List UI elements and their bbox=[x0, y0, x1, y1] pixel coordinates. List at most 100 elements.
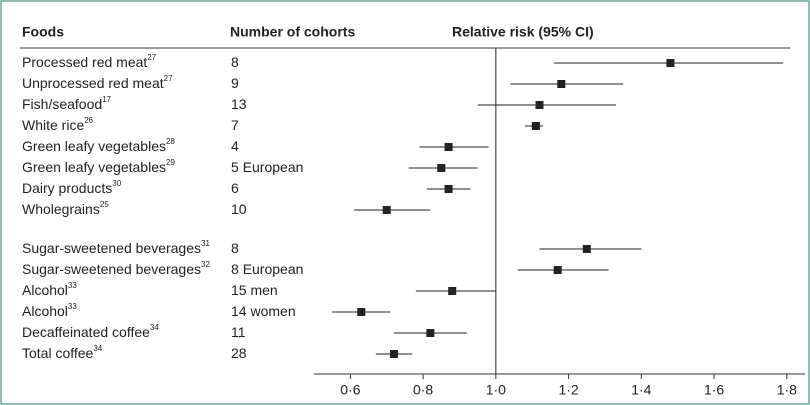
food-label: Alcohol33 bbox=[22, 302, 77, 319]
header-cohorts: Number of cohorts bbox=[230, 24, 355, 40]
point-estimate bbox=[535, 101, 544, 109]
food-label: Processed red meat27 bbox=[22, 53, 157, 70]
food-label: Total coffee34 bbox=[22, 344, 103, 361]
food-name: Total coffee bbox=[22, 345, 94, 361]
cohort-note: European bbox=[243, 159, 304, 175]
x-tick-label: 1·8 bbox=[777, 382, 797, 398]
cohort-note: women bbox=[249, 303, 295, 319]
food-label: Green leafy vegetables29 bbox=[22, 158, 175, 175]
cohort-label: 8 bbox=[231, 240, 239, 256]
food-label: Wholegrains25 bbox=[22, 200, 109, 217]
cohort-note: men bbox=[250, 282, 277, 298]
food-label: Dairy products30 bbox=[22, 179, 122, 196]
reference-number: 30 bbox=[112, 179, 121, 188]
point-estimate bbox=[382, 206, 391, 214]
x-tick-label: 1·2 bbox=[558, 382, 578, 398]
cohort-count: 13 bbox=[231, 96, 247, 112]
food-name: Fish/seafood bbox=[22, 96, 102, 112]
point-estimate bbox=[582, 245, 591, 253]
cohort-label: 11 bbox=[231, 324, 246, 340]
point-estimate bbox=[444, 185, 453, 193]
x-tick-label: 1·6 bbox=[704, 382, 724, 398]
food-name: Wholegrains bbox=[22, 201, 100, 217]
reference-number: 17 bbox=[102, 95, 111, 104]
cohort-count: 28 bbox=[231, 345, 247, 361]
cohort-count: 4 bbox=[231, 138, 239, 154]
food-label: Alcohol33 bbox=[22, 281, 77, 298]
cohort-count: 11 bbox=[231, 324, 246, 340]
x-tick-label: 0·8 bbox=[413, 382, 433, 398]
food-name: Dairy products bbox=[22, 180, 112, 196]
cohort-count: 7 bbox=[231, 117, 239, 133]
cohort-count: 6 bbox=[231, 180, 239, 196]
cohort-label: 28 bbox=[231, 345, 247, 361]
reference-number: 27 bbox=[147, 53, 156, 62]
point-estimate bbox=[437, 164, 446, 172]
food-label: Sugar-sweetened beverages32 bbox=[22, 260, 210, 277]
cohort-count: 8 bbox=[231, 54, 239, 70]
cohort-label: 4 bbox=[231, 138, 239, 154]
reference-number: 34 bbox=[93, 344, 102, 353]
x-tick-label: 1·0 bbox=[486, 382, 506, 398]
food-label: Green leafy vegetables28 bbox=[22, 137, 175, 154]
cohort-label: 15 men bbox=[231, 282, 278, 298]
reference-number: 32 bbox=[201, 260, 210, 269]
cohort-count: 8 bbox=[231, 240, 239, 256]
food-name: Alcohol bbox=[22, 282, 68, 298]
cohort-label: 14 women bbox=[231, 303, 296, 319]
food-label: Decaffeinated coffee34 bbox=[22, 323, 159, 340]
point-estimate bbox=[557, 80, 566, 88]
point-estimate bbox=[531, 122, 540, 130]
reference-number: 28 bbox=[166, 137, 175, 146]
header-rr: Relative risk (95% CI) bbox=[452, 24, 594, 40]
cohort-count: 10 bbox=[231, 201, 247, 217]
food-name: Alcohol bbox=[22, 303, 68, 319]
cohort-count: 15 bbox=[231, 282, 247, 298]
point-estimate bbox=[357, 308, 366, 316]
cohort-label: 5 European bbox=[231, 159, 303, 175]
cohort-count: 8 bbox=[231, 261, 239, 277]
food-label: White rice26 bbox=[22, 116, 94, 133]
cohort-label: 8 bbox=[231, 54, 239, 70]
point-estimate bbox=[448, 287, 457, 295]
food-label: Sugar-sweetened beverages31 bbox=[22, 239, 210, 256]
cohort-count: 9 bbox=[231, 75, 239, 91]
cohort-label: 7 bbox=[231, 117, 239, 133]
reference-number: 31 bbox=[201, 239, 210, 248]
food-label: Unprocessed red meat27 bbox=[22, 74, 173, 91]
food-name: Processed red meat bbox=[22, 54, 147, 70]
food-name: Sugar-sweetened beverages bbox=[22, 240, 201, 256]
point-estimate bbox=[444, 143, 453, 151]
point-estimate bbox=[426, 329, 435, 337]
food-name: Unprocessed red meat bbox=[22, 75, 164, 91]
reference-number: 33 bbox=[68, 302, 77, 311]
cohort-label: 13 bbox=[231, 96, 247, 112]
reference-number: 27 bbox=[164, 74, 173, 83]
cohort-label: 6 bbox=[231, 180, 239, 196]
food-name: Green leafy vegetables bbox=[22, 159, 166, 175]
point-estimate bbox=[390, 350, 399, 358]
food-label: Fish/seafood17 bbox=[22, 95, 112, 112]
cohort-label: 8 European bbox=[231, 261, 303, 277]
cohort-label: 10 bbox=[231, 201, 247, 217]
food-name: Decaffeinated coffee bbox=[22, 324, 150, 340]
cohort-label: 9 bbox=[231, 75, 239, 91]
cohort-note: European bbox=[243, 261, 304, 277]
food-name: Sugar-sweetened beverages bbox=[22, 261, 201, 277]
reference-number: 26 bbox=[84, 116, 93, 125]
point-estimate bbox=[666, 59, 675, 67]
reference-number: 25 bbox=[100, 200, 109, 209]
point-estimate bbox=[553, 266, 562, 274]
food-name: White rice bbox=[22, 117, 84, 133]
food-name: Green leafy vegetables bbox=[22, 138, 166, 154]
cohort-count: 5 bbox=[231, 159, 239, 175]
reference-number: 33 bbox=[68, 281, 77, 290]
x-tick-label: 0·6 bbox=[340, 382, 360, 398]
reference-number: 34 bbox=[150, 323, 159, 332]
cohort-count: 14 bbox=[231, 303, 247, 319]
header-foods: Foods bbox=[22, 24, 64, 40]
reference-number: 29 bbox=[166, 158, 175, 167]
